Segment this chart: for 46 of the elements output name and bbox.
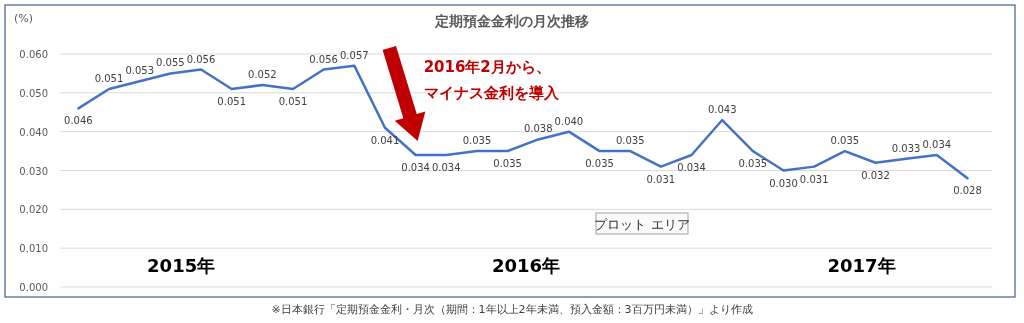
data-label: 0.034: [922, 138, 952, 150]
data-label: 0.040: [554, 115, 584, 127]
data-label: 0.051: [217, 95, 246, 107]
text: ※日本銀行「定期預金金利・月次（期間：1年以上2年未満、預入金額：3百万円未満）」より作成: [271, 303, 753, 316]
data-label: 0.031: [646, 173, 676, 185]
data-label: 0.035: [493, 158, 522, 170]
data-label: 0.035: [615, 135, 645, 147]
data-label: 0.034: [431, 161, 461, 173]
data-label: 0.051: [278, 95, 308, 107]
annotation: 2016年: [491, 255, 561, 276]
data-label: 0.035: [585, 158, 614, 170]
y-tick-label: 0.010: [19, 243, 48, 255]
data-label: 0.052: [248, 69, 277, 81]
y-tick-label: 0.030: [19, 165, 48, 177]
data-label: 0.028: [953, 185, 982, 197]
annotation: マイナス金利を導入: [423, 84, 560, 102]
y-tick-label: 0.040: [19, 126, 48, 138]
data-label: 0.057: [340, 49, 369, 61]
annotation: 2015年: [147, 255, 216, 276]
y-tick-label: 0.000: [19, 282, 48, 293]
data-label: 0.035: [738, 158, 768, 170]
y-tick-label: 0.060: [19, 49, 48, 60]
data-label: 0.056: [186, 53, 216, 65]
annotation: 2017年: [827, 255, 896, 276]
data-label: 0.038: [523, 123, 553, 135]
chart-title: 定期預金金利の月次推移: [434, 13, 589, 29]
annotation: 2016年2月から、: [423, 58, 551, 76]
data-label: 0.034: [677, 161, 706, 173]
data-label: 0.041: [370, 134, 400, 146]
y-axis-title: (%): [14, 12, 34, 25]
y-tick-label: 0.050: [19, 87, 48, 99]
data-label: 0.030: [769, 177, 798, 189]
data-label: 0.031: [799, 173, 829, 185]
annotation: プロット エリア: [594, 217, 690, 232]
data-label: 0.034: [401, 161, 430, 173]
data-label: 0.051: [94, 72, 124, 84]
data-label: 0.046: [64, 115, 93, 127]
data-label: 0.035: [462, 135, 492, 147]
data-label: 0.032: [861, 169, 890, 181]
data-label: 0.055: [156, 57, 185, 69]
data-label: 0.056: [309, 53, 338, 65]
data-label: 0.035: [830, 135, 860, 147]
data-label: 0.043: [707, 104, 737, 116]
data-label: 0.033: [891, 142, 921, 154]
y-tick-label: 0.020: [19, 204, 48, 216]
data-label: 0.053: [125, 65, 155, 77]
